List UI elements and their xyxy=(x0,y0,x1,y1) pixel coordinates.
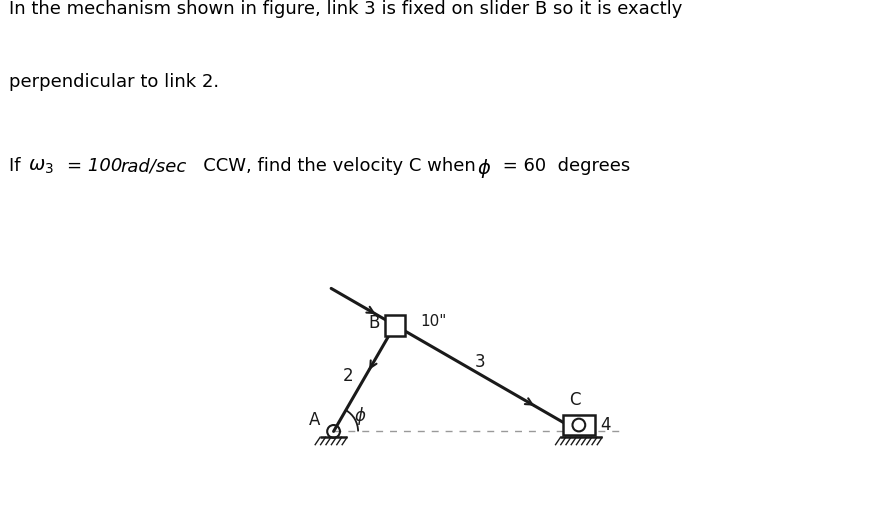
Text: 2: 2 xyxy=(343,367,353,385)
Text: $\phi$: $\phi$ xyxy=(354,406,366,428)
Text: rad/sec: rad/sec xyxy=(121,158,187,175)
Text: 10": 10" xyxy=(420,314,447,329)
Text: = 100: = 100 xyxy=(66,158,128,175)
Text: perpendicular to link 2.: perpendicular to link 2. xyxy=(9,73,219,91)
Text: $\phi$: $\phi$ xyxy=(478,158,492,180)
Bar xyxy=(563,415,595,435)
Text: CCW, find the velocity C when: CCW, find the velocity C when xyxy=(186,158,482,175)
Text: $\omega_3$: $\omega_3$ xyxy=(28,158,54,176)
Text: If: If xyxy=(9,158,26,175)
Text: 3: 3 xyxy=(475,353,486,371)
Text: C: C xyxy=(570,391,581,409)
Text: = 60  degrees: = 60 degrees xyxy=(496,158,630,175)
Text: B: B xyxy=(368,314,380,332)
Bar xyxy=(385,315,405,335)
Text: In the mechanism shown in figure, link 3 is fixed on slider B so it is exactly: In the mechanism shown in figure, link 3… xyxy=(9,0,683,18)
Text: 4: 4 xyxy=(600,416,611,434)
Text: A: A xyxy=(308,411,320,429)
